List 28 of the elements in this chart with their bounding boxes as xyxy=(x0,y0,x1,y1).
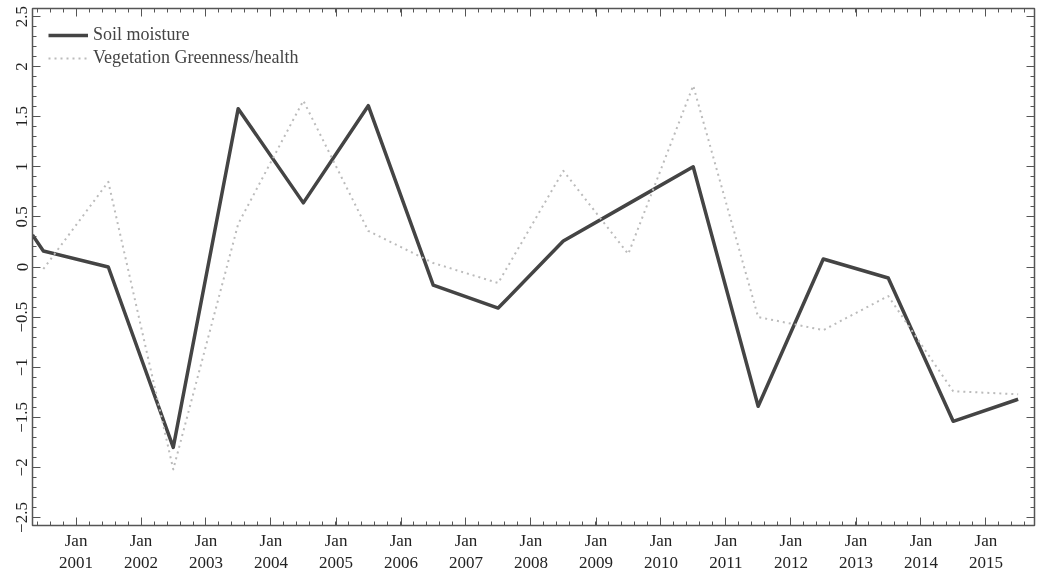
y-tick-label: 1.5 xyxy=(12,106,32,128)
y-tick-label: 0 xyxy=(12,262,32,272)
y-tick-label: −2 xyxy=(12,458,32,477)
y-tick-label: 2.5 xyxy=(12,5,32,28)
x-tick-label: Jan 2008 xyxy=(513,530,548,573)
x-tick-label: Jan 2015 xyxy=(968,530,1003,573)
x-tick-label: Jan 2004 xyxy=(253,530,289,573)
x-tick-label: Jan 2003 xyxy=(188,530,223,573)
x-tick-label: Jan 2007 xyxy=(448,530,484,573)
legend-label: Soil moisture xyxy=(93,24,190,45)
legend-label: Vegetation Greenness/health xyxy=(93,47,299,68)
x-tick-label: Jan 2010 xyxy=(644,530,678,573)
y-tick-label: −0.5 xyxy=(12,301,32,333)
x-tick-label: Jan 2012 xyxy=(773,530,808,573)
y-tick-label: −1.5 xyxy=(12,401,32,433)
x-tick-label: Jan 2014 xyxy=(903,530,939,573)
y-tick-label: −1 xyxy=(12,358,32,377)
x-tick-label: Jan 2011 xyxy=(709,530,743,573)
x-tick-label: Jan 2013 xyxy=(839,530,874,573)
x-tick-label: Jan 2006 xyxy=(384,530,419,573)
y-tick-label: 2 xyxy=(12,62,32,71)
x-tick-label: Jan 2001 xyxy=(59,530,94,573)
x-tick-label: Jan 2009 xyxy=(579,530,614,573)
y-tick-label: 1 xyxy=(12,162,32,172)
x-tick-label: Jan 2002 xyxy=(124,530,159,573)
y-tick-label: 0.5 xyxy=(12,206,32,228)
x-tick-label: Jan 2005 xyxy=(319,530,354,573)
y-tick-label: −2.5 xyxy=(12,502,32,533)
